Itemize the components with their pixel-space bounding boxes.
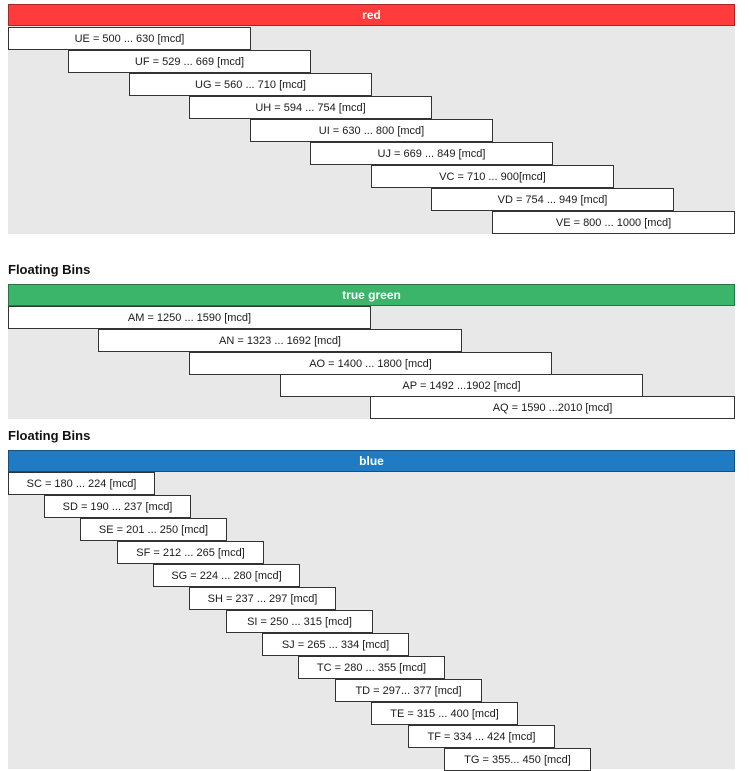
bin-aq: AQ = 1590 ...2010 [mcd] xyxy=(370,396,735,419)
bin-an: AN = 1323 ... 1692 [mcd] xyxy=(98,329,462,352)
bin-ap: AP = 1492 ...1902 [mcd] xyxy=(280,374,643,397)
bin-uh: UH = 594 ... 754 [mcd] xyxy=(189,96,432,119)
red-header: red xyxy=(8,4,735,26)
bin-td: TD = 297... 377 [mcd] xyxy=(335,679,482,702)
blue-bin-table: blue SC = 180 ... 224 [mcd] SD = 190 ...… xyxy=(8,450,735,771)
bin-tc: TC = 280 ... 355 [mcd] xyxy=(298,656,445,679)
green-section-title: Floating Bins xyxy=(8,262,91,277)
bin-ue: UE = 500 ... 630 [mcd] xyxy=(8,27,251,50)
bin-se: SE = 201 ... 250 [mcd] xyxy=(80,518,227,541)
bin-tg: TG = 355... 450 [mcd] xyxy=(444,748,591,771)
bin-vc: VC = 710 ... 900[mcd] xyxy=(371,165,614,188)
bin-sc: SC = 180 ... 224 [mcd] xyxy=(8,472,155,495)
bin-sg: SG = 224 ... 280 [mcd] xyxy=(153,564,300,587)
blue-section-title: Floating Bins xyxy=(8,428,91,443)
bin-ve: VE = 800 ... 1000 [mcd] xyxy=(492,211,735,234)
green-bin-table: true green AM = 1250 ... 1590 [mcd] AN =… xyxy=(8,284,735,419)
bin-tf: TF = 334 ... 424 [mcd] xyxy=(408,725,555,748)
bin-am: AM = 1250 ... 1590 [mcd] xyxy=(8,306,371,329)
bin-vd: VD = 754 ... 949 [mcd] xyxy=(431,188,674,211)
bin-ao: AO = 1400 ... 1800 [mcd] xyxy=(189,352,552,375)
bin-sh: SH = 237 ... 297 [mcd] xyxy=(189,587,336,610)
bin-sf: SF = 212 ... 265 [mcd] xyxy=(117,541,264,564)
bin-uj: UJ = 669 ... 849 [mcd] xyxy=(310,142,553,165)
bin-si: SI = 250 ... 315 [mcd] xyxy=(226,610,373,633)
blue-header: blue xyxy=(8,450,735,472)
bin-te: TE = 315 ... 400 [mcd] xyxy=(371,702,518,725)
bin-ui: UI = 630 ... 800 [mcd] xyxy=(250,119,493,142)
bin-ug: UG = 560 ... 710 [mcd] xyxy=(129,73,372,96)
green-header: true green xyxy=(8,284,735,306)
bin-sd: SD = 190 ... 237 [mcd] xyxy=(44,495,191,518)
bin-uf: UF = 529 ... 669 [mcd] xyxy=(68,50,311,73)
bin-sj: SJ = 265 ... 334 [mcd] xyxy=(262,633,409,656)
red-bin-table: red UE = 500 ... 630 [mcd] UF = 529 ... … xyxy=(8,4,735,234)
